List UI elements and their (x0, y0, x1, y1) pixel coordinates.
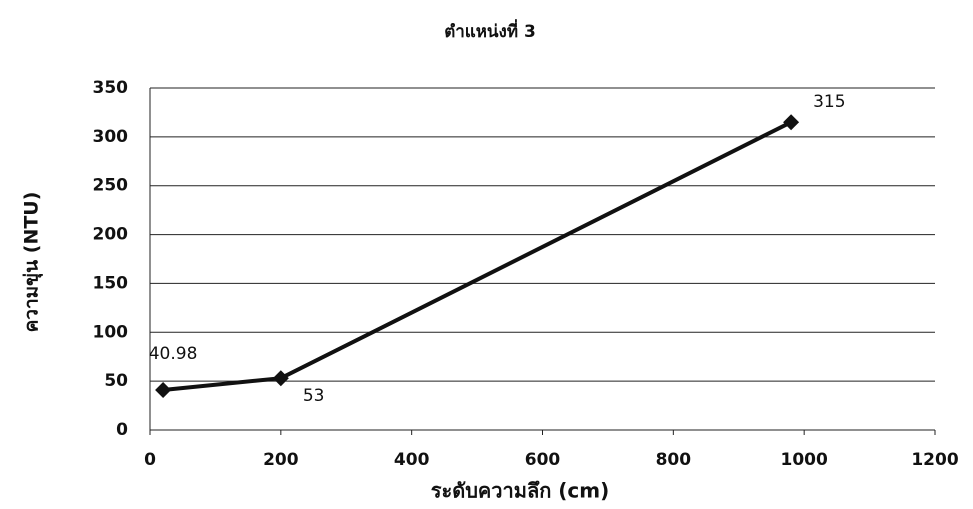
y-tick-label: 300 (93, 127, 129, 147)
x-tick-label: 0 (144, 450, 156, 470)
data-label: 53 (303, 386, 325, 406)
data-label: 315 (813, 92, 845, 112)
y-tick-label: 0 (116, 420, 128, 440)
y-tick-label: 100 (93, 322, 129, 342)
y-tick-label: 250 (93, 176, 129, 196)
x-tick-label: 200 (263, 450, 299, 470)
y-tick-label: 350 (93, 78, 129, 98)
y-tick-label: 150 (93, 273, 129, 293)
x-tick-label: 600 (525, 450, 561, 470)
chart-title: ตำแหน่งที่ 3 (444, 19, 536, 42)
x-tick-label: 1200 (911, 450, 958, 470)
x-tick-label: 800 (656, 450, 692, 470)
y-axis-label: ความขุ่น (NTU) (21, 192, 44, 333)
data-label: 40.98 (149, 344, 198, 364)
x-axis-label: ระดับความลึก (cm) (431, 479, 610, 503)
y-tick-label: 50 (104, 371, 128, 391)
x-tick-label: 1000 (781, 450, 828, 470)
data-point (272, 370, 289, 387)
x-tick-label: 400 (394, 450, 430, 470)
data-point (155, 381, 172, 398)
data-point (783, 114, 800, 131)
series-line (162, 120, 792, 392)
y-tick-label: 200 (93, 225, 129, 245)
